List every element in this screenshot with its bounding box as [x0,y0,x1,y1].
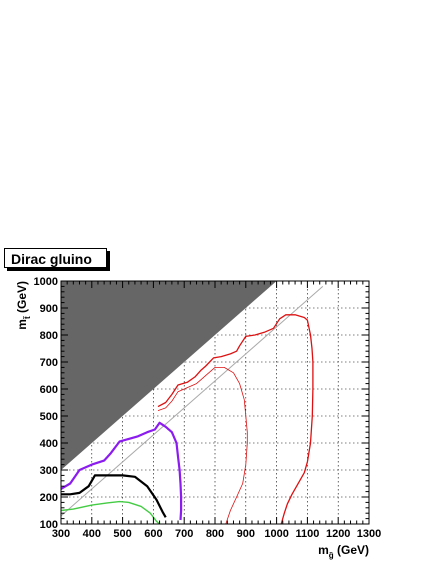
contour-line-3 [157,314,314,524]
contour-line-2 [61,421,183,521]
y-tick-label: 1000 [34,276,58,288]
contour-line-4 [157,366,248,524]
x-tick-label: 1100 [295,528,319,540]
y-tick-label: 700 [40,357,58,369]
y-tick-label: 200 [40,492,58,504]
x-tick-label: 1200 [326,528,350,540]
y-tick-label: 300 [40,465,58,477]
x-tick-label: 500 [113,528,131,540]
y-tick-label: 900 [40,303,58,315]
y-tick-label: 400 [40,438,58,450]
legend-box: Dirac gluino [4,248,107,268]
diagonal-line [61,286,324,517]
excluded-region [61,281,277,470]
x-tick-label: 400 [83,528,101,540]
x-tick-label: 1000 [264,528,288,540]
x-tick-label: 700 [175,528,193,540]
y-tick-label: 100 [40,519,58,531]
y-tick-label: 500 [40,411,58,423]
x-tick-label: 800 [206,528,224,540]
y-axis-label: mt̃ (GeV) [15,281,32,330]
x-tick-label: 1300 [357,528,381,540]
x-axis-label: mg̃ (GeV) [318,543,369,560]
y-tick-label: 800 [40,330,58,342]
legend-label: Dirac gluino [11,251,92,267]
contour-line-1 [61,474,167,518]
x-tick-label: 600 [144,528,162,540]
x-tick-label: 900 [237,528,255,540]
x-tick-label: 300 [52,528,70,540]
y-tick-label: 600 [40,384,58,396]
